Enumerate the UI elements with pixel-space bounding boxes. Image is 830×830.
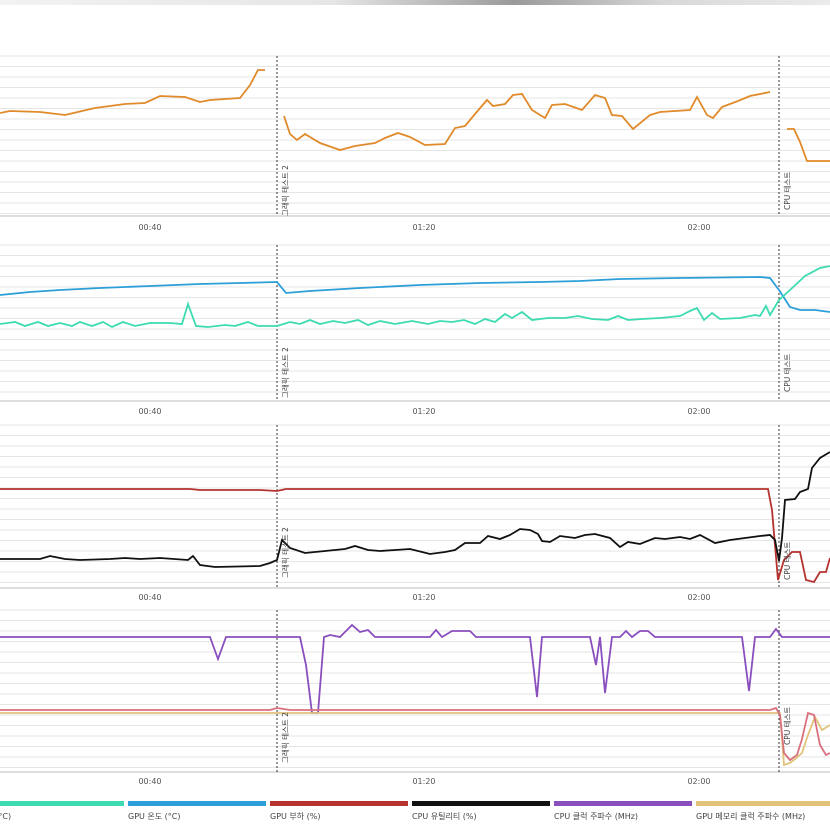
marker-label-1: 그래픽 테스트 2 xyxy=(281,347,290,398)
legend-item-cpu-util[interactable]: CPU 유틸리티 (%) xyxy=(412,800,550,830)
series-line-gpu-load xyxy=(0,488,830,584)
time-tick-0200: 02:00 xyxy=(687,593,711,602)
legend-label: GPU 부하 (%) xyxy=(270,812,321,821)
legend-item-cpu-clock[interactable]: CPU 클럭 주파수 (MHz) xyxy=(554,800,692,830)
series-line-temp xyxy=(0,265,830,329)
legend: 온도 (°C) GPU 온도 (°C) GPU 부하 (%) CPU 유틸리티 … xyxy=(0,800,830,830)
legend-item-gpu-load[interactable]: GPU 부하 (%) xyxy=(270,800,408,830)
legend-label: CPU 클럭 주파수 (MHz) xyxy=(554,812,639,821)
chart-panel-3: 그래픽 테스트 2 CPU 테스트 00:40 01:20 02:00 xyxy=(0,420,830,605)
time-tick-0200: 02:00 xyxy=(687,777,711,786)
chart-panel-1-svg xyxy=(0,55,830,217)
series-line-orange-c xyxy=(787,128,830,162)
series-line-pink xyxy=(0,706,830,762)
time-tick-0120: 01:20 xyxy=(412,593,436,602)
legend-swatch xyxy=(696,801,830,806)
legend-item-temp[interactable]: 온도 (°C) xyxy=(0,800,124,830)
time-tick-0040: 00:40 xyxy=(138,223,162,232)
marker-label-2: CPU 테스트 xyxy=(783,171,792,210)
marker-label-1: 그래픽 테스트 2 xyxy=(281,165,290,216)
time-tick-0040: 00:40 xyxy=(138,407,162,416)
series-line-gpu-temp xyxy=(0,276,830,313)
window-top-band xyxy=(0,0,830,5)
legend-item-gpu-temp[interactable]: GPU 온도 (°C) xyxy=(128,800,266,830)
legend-item-gpu-mem-clock[interactable]: GPU 메모리 클럭 주파수 (MHz) xyxy=(696,800,830,830)
marker-label-1: 그래픽 테스트 2 xyxy=(281,712,290,763)
marker-label-2: CPU 테스트 xyxy=(783,353,792,392)
legend-label: CPU 유틸리티 (%) xyxy=(412,812,477,821)
series-line-cpu-clock xyxy=(0,623,830,714)
chart-panel-2-svg xyxy=(0,244,830,402)
series-line-orange-b xyxy=(283,91,771,151)
marker-label-2: CPU 테스트 xyxy=(783,706,792,745)
chart-panel-2: 그래픽 테스트 2 CPU 테스트 00:40 01:20 02:00 xyxy=(0,240,830,416)
legend-swatch xyxy=(270,801,408,806)
time-tick-0200: 02:00 xyxy=(687,223,711,232)
series-line-cpu-util xyxy=(0,451,830,568)
chart-panel-4: 그래픽 테스트 2 CPU 테스트 00:40 01:20 02:00 xyxy=(0,605,830,790)
series-line-orange-a xyxy=(0,69,265,116)
gridlines xyxy=(0,244,830,393)
marker-label-2: CPU 테스트 xyxy=(783,541,792,580)
gridlines xyxy=(0,424,830,583)
legend-label: GPU 온도 (°C) xyxy=(128,812,181,821)
legend-swatch xyxy=(128,801,266,806)
time-tick-0040: 00:40 xyxy=(138,593,162,602)
legend-swatch xyxy=(412,801,550,806)
legend-label: GPU 메모리 클럭 주파수 (MHz) xyxy=(696,812,806,821)
gridlines xyxy=(0,55,830,214)
time-tick-0120: 01:20 xyxy=(412,223,436,232)
chart-panel-3-svg xyxy=(0,424,830,589)
chart-panel-1: 그래픽 테스트 2 CPU 테스트 00:40 01:20 02:00 xyxy=(0,40,830,232)
time-tick-0040: 00:40 xyxy=(138,777,162,786)
time-tick-0120: 01:20 xyxy=(412,777,436,786)
gridlines xyxy=(0,609,830,768)
time-tick-0200: 02:00 xyxy=(687,407,711,416)
legend-swatch xyxy=(0,801,124,806)
legend-label: 온도 (°C) xyxy=(0,812,12,821)
marker-label-1: 그래픽 테스트 2 xyxy=(281,527,290,578)
chart-panel-4-svg xyxy=(0,609,830,773)
legend-swatch xyxy=(554,801,692,806)
time-tick-0120: 01:20 xyxy=(412,407,436,416)
